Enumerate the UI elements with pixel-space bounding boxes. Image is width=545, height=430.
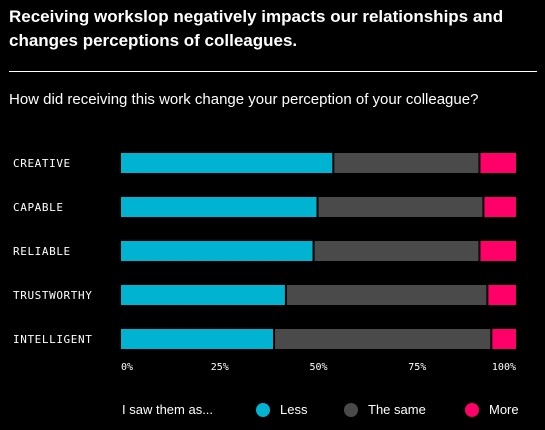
x-tick-label-0: 0%: [121, 362, 133, 373]
bar-creative-less: [121, 153, 333, 173]
bar-intelligent-the-same: [275, 329, 491, 349]
legend-label-less: Less: [280, 402, 308, 417]
bar-intelligent-more: [492, 329, 516, 349]
bar-capable-the-same: [318, 197, 483, 217]
chart-subtitle: How did receiving this work change your …: [9, 91, 479, 108]
legend-item-the-same: The same: [344, 402, 426, 417]
title-divider: [9, 71, 537, 72]
x-tick-label-1: 25%: [211, 362, 229, 373]
bar-creative-more: [480, 153, 516, 173]
x-tick-label-4: 100%: [492, 362, 516, 373]
bar-capable-more: [484, 197, 516, 217]
legend-title: I saw them as...: [122, 402, 214, 417]
bar-intelligent-less: [121, 329, 274, 349]
legend-swatch-less: [256, 402, 270, 417]
chart-title: Receiving workslop negatively impacts ou…: [9, 7, 504, 50]
legend-label-more: More: [489, 402, 519, 417]
legend-swatch-more: [465, 402, 479, 417]
bar-trustworthy-less: [121, 285, 285, 305]
bar-reliable-more: [480, 241, 516, 261]
bar-reliable-the-same: [314, 241, 479, 261]
bar-capable-less: [121, 197, 317, 217]
legend-label-the-same: The same: [368, 402, 426, 417]
legend-item-less: Less: [256, 402, 307, 417]
legend-swatch-the-same: [344, 402, 358, 417]
x-tick-label-2: 50%: [309, 362, 327, 373]
category-label-trustworthy: TRUSTWORTHY: [13, 289, 92, 302]
category-label-intelligent: INTELLIGENT: [13, 333, 92, 346]
legend-item-more: More: [465, 402, 519, 417]
bar-creative-the-same: [334, 153, 479, 173]
category-label-capable: CAPABLE: [13, 201, 64, 214]
bar-reliable-less: [121, 241, 313, 261]
x-tick-label-3: 75%: [408, 362, 426, 373]
category-label-creative: CREATIVE: [13, 157, 71, 170]
category-label-reliable: RELIABLE: [13, 245, 71, 258]
bar-trustworthy-more: [488, 285, 516, 305]
bar-trustworthy-the-same: [286, 285, 487, 305]
